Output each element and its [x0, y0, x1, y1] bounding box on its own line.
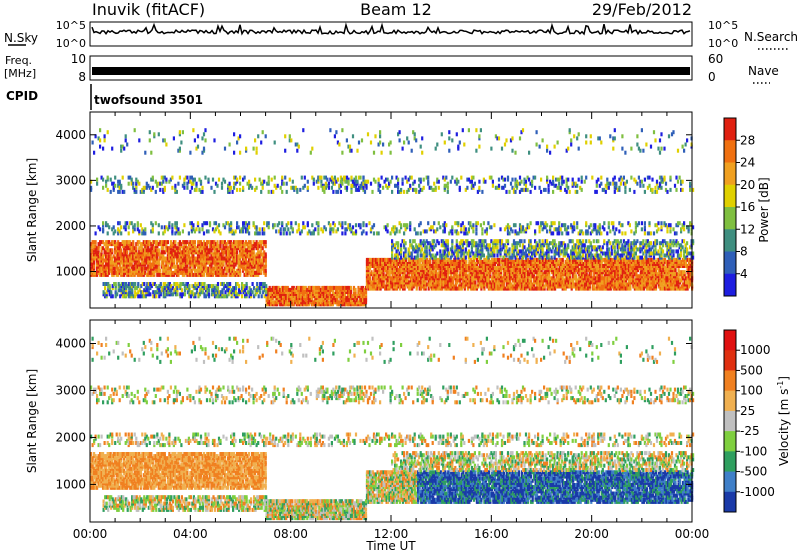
freq-panel-frame: [89, 55, 693, 81]
ytick-label: 1000: [55, 477, 86, 491]
nave-tick-top: 60: [708, 52, 723, 66]
colorbar-tick-label: 8: [740, 245, 748, 259]
xtick-label: 20:00: [574, 527, 609, 541]
colorbar-tick-label: -500: [740, 465, 767, 479]
xtick-label: 00:00: [73, 527, 108, 541]
power-colorbar: 28 24 20 16 12 8 4: [723, 117, 755, 297]
power-heatmap: [90, 128, 695, 307]
colorbar-tick-label: -25: [740, 424, 760, 438]
freq-trace: [92, 67, 690, 75]
colorbar-tick-label: 1000: [740, 343, 771, 357]
power-axis-ticks: 1000 2000 3000 4000: [55, 112, 693, 308]
velocity-heatmap: [90, 336, 695, 521]
velocity-colorbar: 1000 500 100 25 -25 -100 -500 -1000: [723, 329, 775, 513]
xtick-label: 00:00: [675, 527, 710, 541]
colorbar-tick-label: -1000: [740, 485, 775, 499]
xtick-label: 04:00: [173, 527, 208, 541]
cpid-label: CPID: [6, 89, 38, 103]
freq-unit: [MHz]: [4, 67, 36, 80]
colorbar-tick-label: 12: [740, 222, 755, 236]
ytick-label: 4000: [55, 336, 86, 350]
station-title: Inuvik (fitACF): [92, 0, 205, 19]
power-colorbar-label: Power [dB]: [757, 177, 771, 242]
nsky-panel-frame: [89, 21, 693, 47]
nsearch-tick-top: 10^5: [708, 19, 738, 32]
colorbar-tick-label: 100: [740, 384, 763, 398]
colorbar-tick-label: 28: [740, 133, 755, 147]
xtick-label: 12:00: [374, 527, 409, 541]
nsearch-tick-bottom: 10^0: [708, 37, 738, 50]
ytick-label: 2000: [55, 219, 86, 233]
date-title: 29/Feb/2012: [592, 0, 692, 19]
cpid-value: twofsound 3501: [94, 93, 203, 107]
colorbar-tick-label: 20: [740, 178, 755, 192]
nave-label: Nave: [748, 64, 779, 78]
time-axis-labels: 00:00 04:00 08:00 12:00 16:00 20:00 00:00: [73, 527, 710, 541]
freq-tick-top: 10: [71, 52, 86, 66]
power-ylabel: Slant Range [km]: [25, 158, 39, 262]
time-axis-title: Time UT: [365, 539, 416, 553]
nsky-trace: [91, 22, 691, 36]
nsky-label: N.Sky: [4, 31, 38, 45]
freq-tick-bottom: 8: [78, 70, 86, 84]
colorbar-tick-label: -100: [740, 444, 767, 458]
ytick-label: 3000: [55, 383, 86, 397]
colorbar-tick-label: 16: [740, 200, 755, 214]
ytick-label: 3000: [55, 173, 86, 187]
xtick-label: 16:00: [474, 527, 509, 541]
colorbar-tick-label: 24: [740, 156, 755, 170]
velocity-axis-ticks: 1000 2000 3000 4000: [55, 320, 693, 522]
ytick-label: 4000: [55, 128, 86, 142]
ytick-label: 2000: [55, 430, 86, 444]
xtick-label: 08:00: [273, 527, 308, 541]
colorbar-tick-label: 500: [740, 363, 763, 377]
nsky-tick-bottom: 10^0: [56, 37, 86, 50]
ytick-label: 1000: [55, 265, 86, 279]
nsearch-label: N.Search: [744, 30, 798, 44]
nsky-tick-top: 10^5: [56, 19, 86, 32]
freq-label: Freq.: [5, 54, 32, 67]
velocity-colorbar-label: Velocity [m s-1]: [776, 376, 791, 466]
colorbar-tick-label: 25: [740, 404, 755, 418]
beam-title: Beam 12: [360, 0, 432, 19]
colorbar-tick-label: 4: [740, 267, 748, 281]
nave-tick-bottom: 0: [708, 70, 716, 84]
velocity-ylabel: Slant Range [km]: [25, 369, 39, 473]
